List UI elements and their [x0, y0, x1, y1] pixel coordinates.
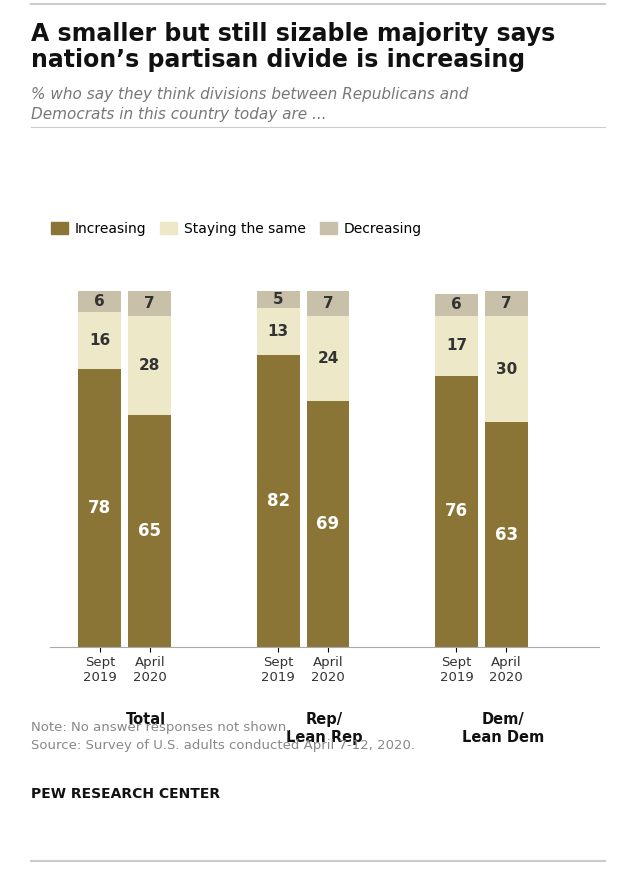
Text: Total: Total: [126, 712, 166, 727]
Text: 6: 6: [451, 297, 462, 312]
Text: PEW RESEARCH CENTER: PEW RESEARCH CENTER: [31, 787, 220, 801]
Text: Dem/
Lean Dem: Dem/ Lean Dem: [462, 712, 544, 745]
Bar: [306, 291, 349, 316]
Text: A smaller but still sizable majority says: A smaller but still sizable majority say…: [31, 22, 555, 45]
Bar: [256, 309, 300, 355]
Text: 17: 17: [446, 338, 467, 353]
Text: 16: 16: [89, 333, 110, 348]
Text: 5: 5: [273, 292, 283, 307]
Text: 28: 28: [139, 358, 160, 373]
Bar: [485, 422, 528, 647]
Text: 7: 7: [144, 295, 155, 310]
Text: 30: 30: [495, 362, 517, 377]
Text: nation’s partisan divide is increasing: nation’s partisan divide is increasing: [31, 48, 525, 72]
Text: 7: 7: [501, 295, 512, 310]
Text: 24: 24: [318, 350, 339, 366]
Legend: Increasing, Staying the same, Decreasing: Increasing, Staying the same, Decreasing: [51, 222, 422, 236]
Text: 76: 76: [445, 503, 468, 520]
Text: % who say they think divisions between Republicans and
Democrats in this country: % who say they think divisions between R…: [31, 87, 469, 122]
Text: 65: 65: [139, 522, 161, 540]
Text: Rep/
Lean Rep: Rep/ Lean Rep: [286, 712, 363, 745]
Bar: [485, 316, 528, 422]
Text: 69: 69: [316, 515, 339, 533]
Bar: [306, 316, 349, 401]
Bar: [129, 291, 171, 316]
Bar: [256, 355, 300, 647]
Bar: [79, 369, 121, 647]
Bar: [129, 316, 171, 415]
Bar: [129, 415, 171, 647]
Text: 63: 63: [495, 525, 518, 544]
Text: 82: 82: [266, 492, 290, 510]
Bar: [79, 291, 121, 312]
Text: 78: 78: [88, 499, 112, 517]
Text: 6: 6: [94, 294, 105, 309]
Text: Source: Survey of U.S. adults conducted April 7-12, 2020.: Source: Survey of U.S. adults conducted …: [31, 739, 415, 752]
Bar: [256, 291, 300, 309]
Bar: [485, 291, 528, 316]
Bar: [435, 376, 478, 647]
Text: 13: 13: [268, 324, 289, 339]
Text: 7: 7: [323, 295, 333, 310]
Bar: [435, 316, 478, 376]
Bar: [306, 401, 349, 647]
Bar: [79, 312, 121, 369]
Text: Note: No answer responses not shown.: Note: No answer responses not shown.: [31, 721, 291, 734]
Bar: [435, 295, 478, 316]
